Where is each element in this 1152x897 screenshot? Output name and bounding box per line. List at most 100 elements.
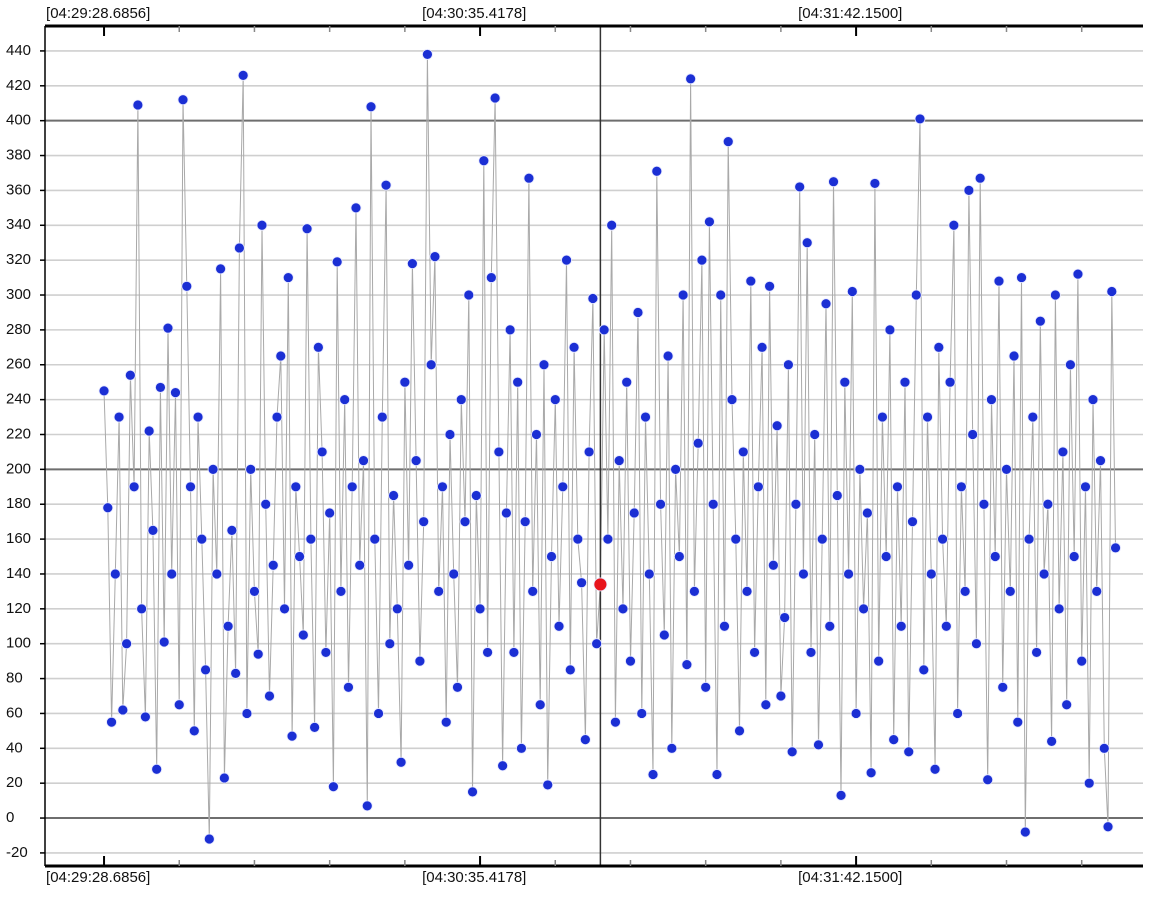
point — [790, 498, 802, 510]
point — [711, 769, 723, 780]
point — [888, 734, 900, 745]
x-tick-label-bottom: [04:29:28.6856] — [46, 869, 150, 886]
point — [1042, 498, 1054, 510]
y-tick-label: 340 — [6, 216, 31, 233]
point — [1110, 542, 1121, 554]
y-tick-label: 100 — [6, 635, 31, 652]
point — [1083, 777, 1095, 789]
point — [132, 99, 144, 111]
point — [459, 516, 471, 528]
y-tick-label: 300 — [6, 286, 31, 303]
point — [771, 420, 783, 432]
point — [726, 394, 738, 406]
point — [519, 516, 531, 528]
point — [662, 350, 674, 362]
point — [734, 725, 745, 737]
point — [700, 681, 712, 693]
point — [542, 779, 554, 791]
point — [937, 533, 948, 545]
point — [647, 769, 659, 780]
point — [805, 647, 817, 658]
point — [275, 350, 287, 362]
point — [952, 708, 964, 719]
point — [230, 667, 242, 679]
point — [775, 690, 787, 702]
point — [820, 298, 832, 310]
axes: -20 0 20 40 60 80 100 120 140 160 180 200 220 240 260 2… — [6, 5, 1143, 886]
y-tick-label: 160 — [6, 530, 31, 547]
point — [982, 774, 994, 786]
point — [1012, 716, 1024, 728]
point — [437, 481, 448, 493]
point — [940, 620, 952, 632]
point — [170, 387, 181, 399]
point — [989, 551, 1001, 562]
point — [557, 481, 569, 493]
y-tick-label: 260 — [6, 356, 31, 373]
point — [1068, 551, 1080, 562]
point — [610, 716, 621, 728]
y-tick-label: 220 — [6, 425, 31, 442]
point — [828, 176, 839, 188]
point — [124, 369, 136, 381]
point — [591, 638, 603, 650]
point — [651, 165, 663, 177]
point — [433, 586, 445, 597]
point — [1076, 655, 1088, 667]
y-tick-label: 380 — [6, 147, 31, 164]
point — [410, 455, 422, 467]
point — [572, 533, 584, 545]
point — [136, 603, 148, 615]
point — [813, 739, 824, 751]
point — [884, 324, 896, 336]
point — [955, 481, 967, 493]
y-tick-label: 140 — [6, 565, 31, 582]
point — [910, 289, 922, 301]
point — [523, 172, 535, 184]
point — [737, 446, 749, 458]
point — [666, 742, 678, 754]
point — [113, 411, 125, 423]
point — [704, 216, 715, 228]
point — [583, 446, 595, 458]
point — [294, 551, 305, 562]
point — [493, 446, 505, 458]
point — [406, 258, 418, 270]
point — [192, 411, 204, 423]
point — [685, 73, 697, 85]
point — [482, 647, 493, 658]
point — [328, 781, 339, 793]
point — [391, 603, 403, 615]
point — [106, 716, 117, 728]
point — [553, 620, 565, 632]
point — [534, 699, 546, 711]
point — [963, 185, 975, 196]
point — [767, 559, 779, 571]
point — [816, 533, 828, 545]
point — [211, 568, 223, 580]
point — [440, 716, 452, 728]
point — [155, 382, 166, 393]
point — [1049, 289, 1061, 301]
point — [918, 664, 930, 676]
point — [561, 254, 572, 266]
point — [358, 455, 369, 467]
x-tick-label-top: [04:31:42.1500] — [798, 5, 902, 22]
point — [587, 293, 599, 304]
point — [395, 756, 407, 768]
point — [636, 708, 648, 719]
y-tick-label: 420 — [6, 77, 31, 94]
point — [1057, 446, 1069, 458]
point — [899, 376, 911, 388]
point — [967, 429, 979, 440]
point — [1034, 315, 1046, 327]
y-tick-label: 240 — [6, 391, 31, 408]
point — [730, 533, 742, 545]
point — [384, 638, 396, 650]
point — [121, 638, 132, 650]
point — [452, 681, 463, 693]
point — [933, 341, 945, 353]
point — [414, 655, 426, 667]
point — [677, 289, 689, 301]
point — [350, 202, 362, 214]
